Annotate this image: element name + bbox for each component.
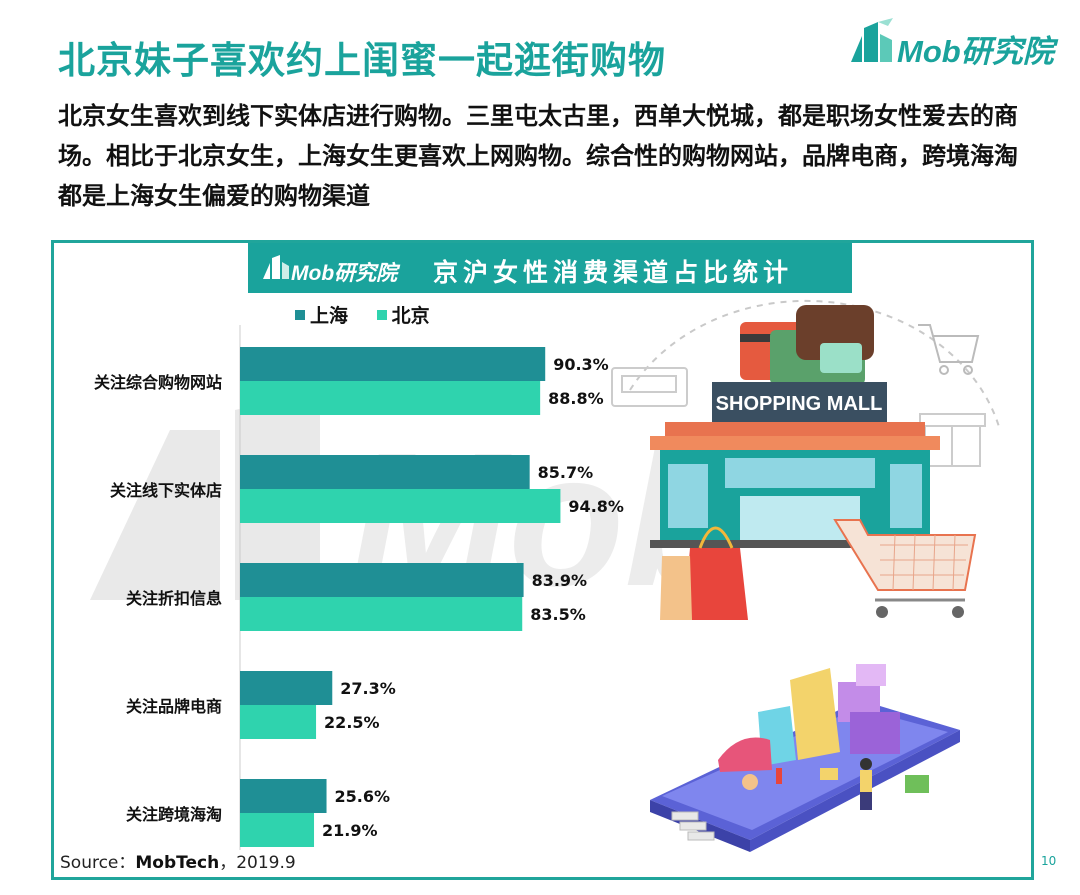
legend-item-beijing: 北京: [376, 301, 430, 328]
data-label: 85.7%: [538, 463, 594, 482]
data-label: 94.8%: [568, 497, 624, 516]
bar-beijing: [240, 597, 523, 631]
page-description: 北京女生喜欢到线下实体店进行购物。三里屯太古里，西单大悦城，都是职场女性爱去的商…: [58, 102, 1018, 210]
bar-shanghai: [240, 455, 530, 489]
bar-shanghai: [240, 563, 524, 597]
category-label: 关注线下实体店: [110, 481, 222, 500]
chart-panel: [51, 240, 1034, 880]
source-prefix: Source：: [60, 853, 136, 873]
chart-banner: Mob研究院 京沪女性消费渠道占比统计: [248, 243, 852, 293]
source-name: MobTech: [135, 853, 220, 873]
data-label: 88.8%: [548, 389, 604, 408]
cart-outline-icon: [918, 324, 980, 375]
mob-logo: Mob研究院: [848, 18, 1063, 72]
data-label: 83.9%: [532, 571, 588, 590]
category-label: 关注跨境海淘: [126, 805, 222, 824]
online-shopping-illustration: [650, 664, 960, 852]
legend-swatch-beijing: [376, 309, 387, 320]
logo-text: Mob研究院: [897, 34, 1054, 69]
shopping-mall-illustration: SHOPPING MALL: [611, 299, 1001, 620]
banner-logo-icon: [263, 255, 289, 279]
mob-logo-icon: [851, 18, 893, 62]
high-heel-icon: [718, 737, 772, 772]
source-suffix: ，2019.9: [219, 853, 296, 873]
data-label: 21.9%: [322, 821, 378, 840]
shopping-bag-icon: [684, 548, 748, 620]
legend-swatch-shanghai: [295, 309, 305, 320]
bar-shanghai: [240, 779, 327, 813]
mall-sign-board: [712, 382, 887, 422]
banner-logo-text: Mob研究院: [291, 262, 398, 285]
category-label: 关注折扣信息: [126, 589, 222, 608]
bar-beijing: [240, 813, 315, 847]
mall-sign-text: SHOPPING MALL: [716, 393, 883, 415]
bar-shanghai: [240, 671, 333, 705]
bar-beijing: [240, 381, 541, 415]
data-label: 22.5%: [324, 713, 380, 732]
legend-label-beijing: 北京: [391, 305, 430, 327]
yellow-bag-icon: [790, 668, 840, 760]
register-outline-icon: [611, 367, 688, 407]
bar-beijing: [240, 489, 561, 523]
data-label: 83.5%: [530, 605, 586, 624]
legend-item-shanghai: 上海: [295, 301, 348, 328]
bar-beijing: [240, 705, 317, 739]
page-number: 10: [1041, 854, 1057, 868]
bar-shanghai: [240, 347, 546, 381]
data-label: 25.6%: [335, 787, 391, 806]
basket-icon: [905, 775, 929, 793]
chart-title: 京沪女性消费渠道占比统计: [433, 258, 794, 287]
shopping-cart-icon: [833, 519, 977, 618]
chart-legend: 上海 北京: [295, 301, 452, 328]
page-title: 北京妹子喜欢约上闺蜜一起逛街购物: [58, 39, 666, 82]
source-note: Source：MobTech，2019.9: [60, 848, 296, 873]
category-label: 关注综合购物网站: [94, 373, 222, 392]
data-label: 27.3%: [340, 679, 396, 698]
category-label: 关注品牌电商: [126, 697, 222, 716]
legend-label-shanghai: 上海: [310, 305, 349, 327]
data-label: 90.3%: [553, 355, 609, 374]
banner-logo: Mob研究院: [262, 253, 412, 285]
